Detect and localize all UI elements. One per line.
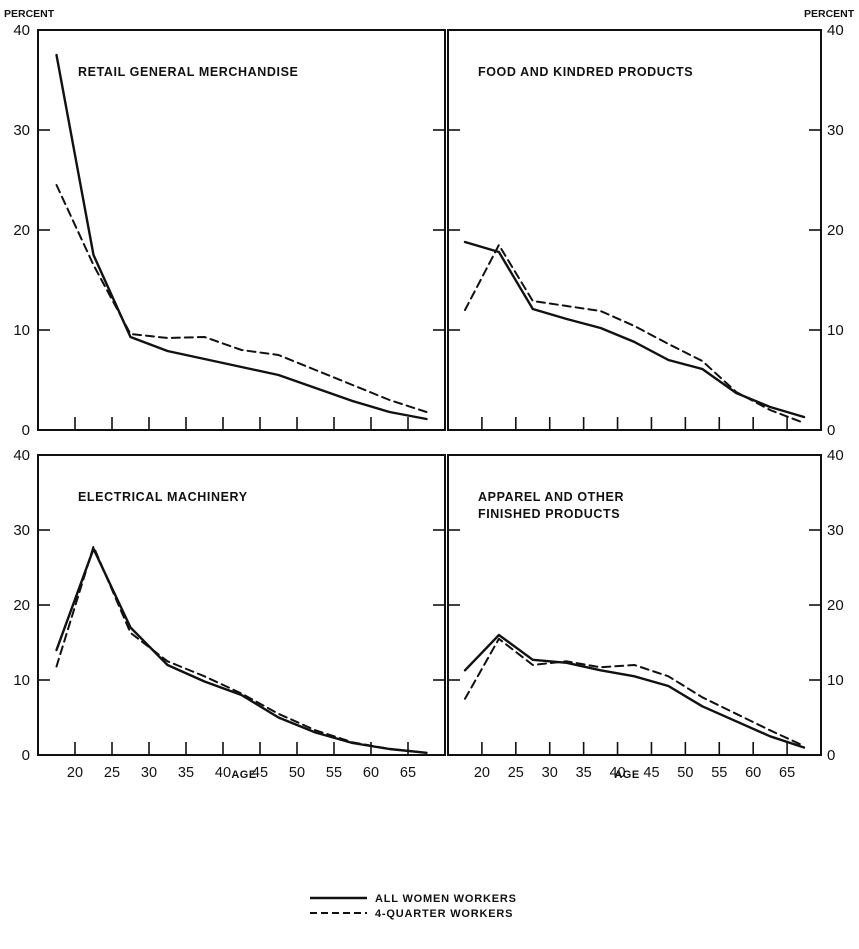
x-tick-label: 45 [252,765,268,781]
legend-label-all-women: ALL WOMEN WORKERS [375,893,517,905]
x-tick-label: 65 [400,765,416,781]
y-tick-label: 20 [13,597,30,614]
panel-title: FOOD AND KINDRED PRODUCTS [478,65,693,79]
series-line-all-women [463,633,806,749]
chart-panels: 0 10 20 30 40 RETAIL GENERAL MERCHANDISE 0 10 20… [13,22,843,781]
x-tick-label: 20 [67,765,83,781]
y-tick-label: 10 [827,672,844,689]
y-tick-label: 40 [827,447,844,464]
y-tick-label: 30 [13,522,30,539]
x-tick-label: 45 [643,765,659,781]
panel-title: FINISHED PRODUCTS [478,507,620,521]
panel-top-right: 0 10 20 30 40 FOOD AND KINDRED PRODUCTS [447,22,844,439]
legend: ALL WOMEN WORKERS 4-QUARTER WORKERS [310,893,517,920]
panel-top-left: 0 10 20 30 40 RETAIL GENERAL MERCHANDISE [13,22,446,439]
y-unit-label-right: PERCENT [804,8,855,20]
series-line-4-quarter [55,545,428,754]
y-tick-label: 0 [22,747,30,764]
x-tick-label: 55 [326,765,342,781]
y-tick-label: 40 [13,22,30,39]
x-tick-label: 30 [141,765,157,781]
x-tick-label: 35 [178,765,194,781]
y-tick-label: 30 [827,522,844,539]
x-tick-label: 20 [474,765,490,781]
panel-bottom-left: 0 10 20 30 40 20 25 30 35 40 45 50 55 60 65 ELECTRICAL … [13,447,446,781]
x-axis-title-left: AGE [231,769,256,781]
panel-frame [447,29,822,431]
x-tick-label: 60 [745,765,761,781]
panel-title: RETAIL GENERAL MERCHANDISE [78,65,298,79]
y-tick-label: 30 [827,122,844,139]
x-tick-label: 65 [779,765,795,781]
y-tick-label: 20 [827,597,844,614]
x-axis-title-right: AGE [614,769,639,781]
x-tick-label: 50 [677,765,693,781]
x-tick-label: 40 [215,765,231,781]
x-tick-label: 25 [104,765,120,781]
panel-title: ELECTRICAL MACHINERY [78,490,248,504]
y-tick-label: 30 [13,122,30,139]
panel-bottom-right: 0 10 20 30 40 20 25 30 35 40 45 50 55 60 65 APPAREL AND… [447,447,844,781]
x-tick-label: 40 [609,765,625,781]
x-tick-label: 25 [508,765,524,781]
legend-label-4-quarter: 4-QUARTER WORKERS [375,908,513,920]
series-line-all-women [463,240,806,419]
y-tick-label: 40 [13,447,30,464]
panel-title: APPAREL AND OTHER [478,490,624,504]
x-tick-label: 60 [363,765,379,781]
y-tick-label: 10 [13,322,30,339]
y-tick-label: 0 [827,747,835,764]
series-line-all-women [55,547,428,754]
x-tick-label: 35 [576,765,592,781]
y-tick-label: 40 [827,22,844,39]
y-tick-label: 20 [827,222,844,239]
x-tick-label: 55 [711,765,727,781]
y-tick-label: 0 [827,422,835,439]
x-tick-label: 30 [542,765,558,781]
y-tick-label: 20 [13,222,30,239]
y-unit-label-left: PERCENT [4,8,55,20]
y-tick-label: 0 [22,422,30,439]
panel-frame [37,29,446,431]
y-tick-label: 10 [13,672,30,689]
series-line-4-quarter [464,244,805,424]
series-line-all-women [55,53,428,421]
series-line-4-quarter [464,637,805,747]
series-line-4-quarter [55,184,428,413]
x-tick-label: 50 [289,765,305,781]
y-tick-label: 10 [827,322,844,339]
